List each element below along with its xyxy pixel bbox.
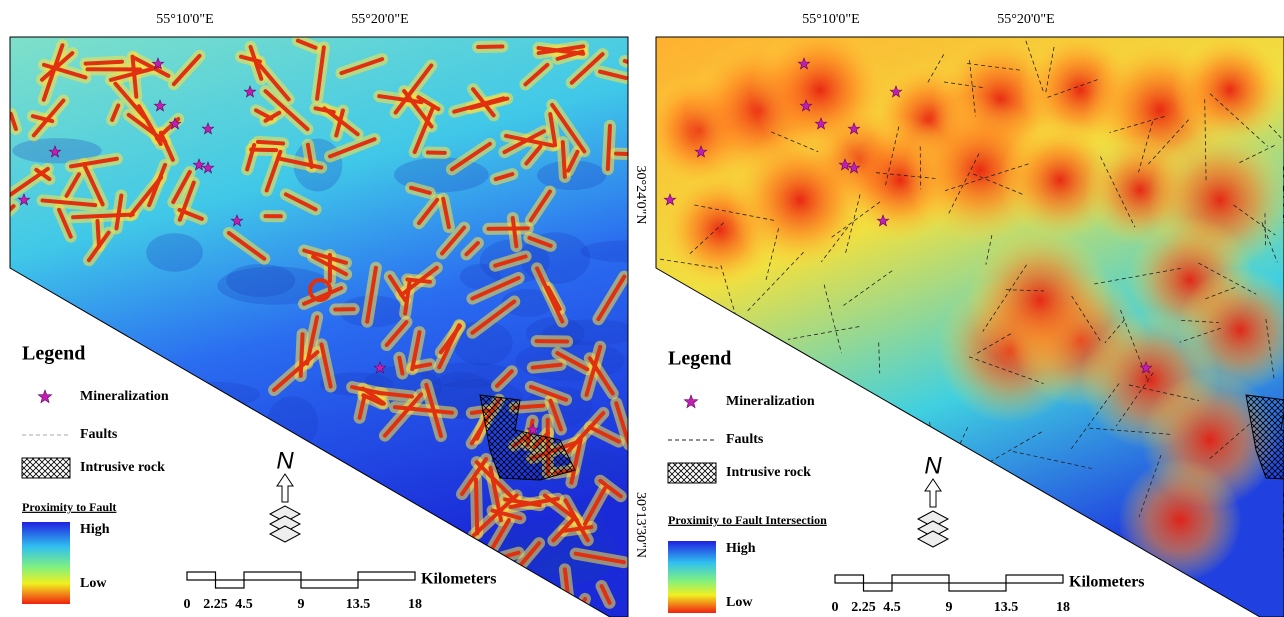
longitude-label: 55°10'0"E — [802, 12, 859, 27]
fault-buffer — [478, 46, 502, 47]
fault-buffer — [97, 221, 99, 246]
relief — [267, 396, 318, 449]
scale-label: 4.5 — [883, 600, 901, 615]
relief — [146, 233, 203, 272]
ramp-low: Low — [726, 595, 753, 610]
mineralization-marker — [38, 390, 51, 403]
scale-unit: Kilometers — [421, 571, 497, 588]
scale-label: 18 — [408, 597, 422, 612]
relief — [226, 264, 295, 297]
latitude-label: 30°13'30"N — [1279, 492, 1284, 558]
latitude-label: 30°24'0"N — [633, 166, 648, 225]
legend-label: Faults — [80, 427, 118, 442]
scale-label: 9 — [298, 597, 305, 612]
fault-buffer — [625, 61, 652, 70]
latitude-label: 30°24'0"N — [1279, 166, 1284, 225]
fault-buffer — [532, 593, 539, 617]
scale-label: 4.5 — [235, 597, 253, 612]
scale-label: 2.25 — [203, 597, 228, 612]
fault-halo — [532, 593, 539, 617]
ramp-title: Proximity to Fault Intersection — [668, 513, 827, 527]
legend-label: Faults — [726, 432, 764, 447]
longitude-label: 55°20'0"E — [351, 12, 408, 27]
scale-segment — [216, 580, 245, 588]
north-label: N — [924, 452, 942, 479]
scale-segment — [187, 572, 216, 580]
figure: 55°10'0"E 55°20'0"E 30°24'0"N 30°13'30"N Leg… — [0, 0, 1284, 617]
scale-segment — [892, 575, 949, 583]
ramp-high: High — [80, 522, 110, 537]
fault-buffer — [501, 576, 517, 583]
scale-label: 0 — [832, 600, 839, 615]
legend-title: Legend — [668, 348, 731, 370]
latitude-label: 30°13'30"N — [633, 492, 648, 558]
relief — [438, 540, 483, 567]
map-panel: 55°10'0"E 55°20'0"E 30°24'0"N 30°13'30"N Leg… — [600, 12, 1284, 617]
fault-buffer — [563, 142, 565, 177]
fault-buffer — [488, 228, 527, 229]
fault-buffer — [407, 279, 430, 281]
fault-halo — [501, 576, 517, 583]
scale-unit: Kilometers — [1069, 574, 1145, 591]
legend-label: Intrusive rock — [80, 460, 165, 475]
north-layer — [918, 531, 948, 547]
fault-buffer — [301, 334, 303, 376]
longitude-label: 55°10'0"E — [156, 12, 213, 27]
intersection-hotspot — [1118, 458, 1242, 582]
scale-segment — [835, 575, 864, 583]
map-panel: 55°10'0"E 55°20'0"E 30°24'0"N 30°13'30"N Leg… — [0, 12, 671, 617]
mineralization-marker — [684, 395, 697, 408]
intersection-hotspot — [750, 20, 889, 159]
fault-buffer — [608, 126, 610, 169]
relief — [496, 519, 615, 573]
legend-label: Mineralization — [80, 389, 169, 404]
legend-title: Legend — [22, 343, 85, 365]
north-arrow — [925, 479, 941, 507]
fault-halo — [625, 61, 652, 70]
north-layer — [270, 526, 300, 542]
ramp-low: Low — [80, 576, 107, 591]
north-label: N — [276, 447, 294, 474]
fault-halo — [568, 599, 585, 617]
scale-segment — [358, 572, 415, 580]
fault-buffer — [86, 62, 122, 64]
ramp-high: High — [726, 541, 756, 556]
color-ramp — [22, 522, 70, 604]
legend-intrusive-symbol — [668, 463, 716, 483]
scale-label: 2.25 — [851, 600, 876, 615]
longitude-label: 55°20'0"E — [997, 12, 1054, 27]
ramp-title: Proximity to Fault — [22, 500, 116, 514]
legend-label: Intrusive rock — [726, 465, 811, 480]
legend-intrusive-symbol — [22, 458, 70, 478]
scale-label: 18 — [1056, 600, 1070, 615]
scale-label: 9 — [946, 600, 953, 615]
fault-buffer — [73, 215, 133, 218]
scale-segment — [864, 583, 893, 591]
fault-buffer — [476, 479, 477, 533]
scale-label: 13.5 — [346, 597, 371, 612]
scale-segment — [244, 572, 301, 580]
scale-segment — [1006, 575, 1063, 583]
color-ramp — [668, 541, 716, 613]
fault-buffer — [568, 599, 585, 617]
scale-label: 13.5 — [994, 600, 1019, 615]
north-arrow — [277, 474, 293, 502]
scale-label: 0 — [184, 597, 191, 612]
scale-segment — [949, 583, 1006, 591]
relief — [171, 382, 260, 407]
fault-buffer — [258, 142, 283, 144]
legend-label: Mineralization — [726, 394, 815, 409]
scale-segment — [301, 580, 358, 588]
fault-buffer — [251, 150, 276, 151]
